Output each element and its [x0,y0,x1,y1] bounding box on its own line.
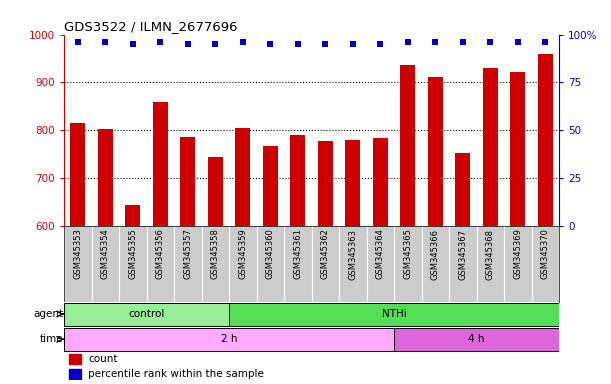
Text: GSM345361: GSM345361 [293,228,302,280]
Text: time: time [40,334,64,344]
Point [183,41,193,47]
Text: NTHi: NTHi [382,309,406,319]
Point [100,39,111,45]
Text: GSM345365: GSM345365 [403,228,412,280]
Bar [69,369,81,379]
Bar [235,128,251,384]
Bar [510,73,525,384]
Text: GSM345358: GSM345358 [211,228,220,280]
Bar [538,54,553,384]
Text: GDS3522 / ILMN_2677696: GDS3522 / ILMN_2677696 [64,20,238,33]
Text: GSM345363: GSM345363 [348,228,357,280]
Bar [345,139,360,384]
Bar [70,123,86,384]
Point [486,39,496,45]
Bar [98,129,113,384]
Text: GSM345359: GSM345359 [238,228,247,279]
Text: agent: agent [34,309,64,319]
Point [513,39,523,45]
Point [321,41,331,47]
Text: GSM345366: GSM345366 [431,228,440,280]
Text: 2 h: 2 h [221,334,238,344]
Text: GSM345353: GSM345353 [73,228,82,280]
Bar [400,65,415,384]
Bar [483,68,498,384]
Point [458,39,468,45]
Bar [64,303,229,326]
Bar [208,157,223,384]
Point [210,41,221,47]
Point [266,41,276,47]
Point [156,39,166,45]
Bar [290,135,306,384]
Bar [263,146,278,384]
Bar [428,77,443,384]
Point [73,39,83,45]
Text: count: count [88,354,117,364]
Text: GSM345360: GSM345360 [266,228,275,280]
Point [293,41,303,47]
Point [431,39,441,45]
Text: percentile rank within the sample: percentile rank within the sample [88,369,264,379]
Bar [64,328,394,351]
Text: GSM345369: GSM345369 [513,228,522,280]
Text: GSM345362: GSM345362 [321,228,330,280]
Bar [394,328,559,351]
Bar [153,102,168,384]
Text: GSM345367: GSM345367 [458,228,467,280]
Bar [318,141,333,384]
Point [541,39,551,45]
Bar [180,137,196,384]
Bar [69,354,81,364]
Text: GSM345354: GSM345354 [101,228,110,279]
Text: GSM345370: GSM345370 [541,228,550,280]
Point [238,39,248,45]
Point [128,41,138,47]
Bar [229,303,559,326]
Text: GSM345357: GSM345357 [183,228,192,280]
Text: 4 h: 4 h [468,334,485,344]
Text: GSM345364: GSM345364 [376,228,385,280]
Point [348,41,358,47]
Text: GSM345356: GSM345356 [156,228,165,280]
Bar [125,205,141,384]
Text: GSM345355: GSM345355 [128,228,137,279]
Bar [373,137,388,384]
Point [403,39,413,45]
Point [376,41,386,47]
Text: control: control [128,309,165,319]
Bar [455,154,470,384]
Text: GSM345368: GSM345368 [486,228,495,280]
